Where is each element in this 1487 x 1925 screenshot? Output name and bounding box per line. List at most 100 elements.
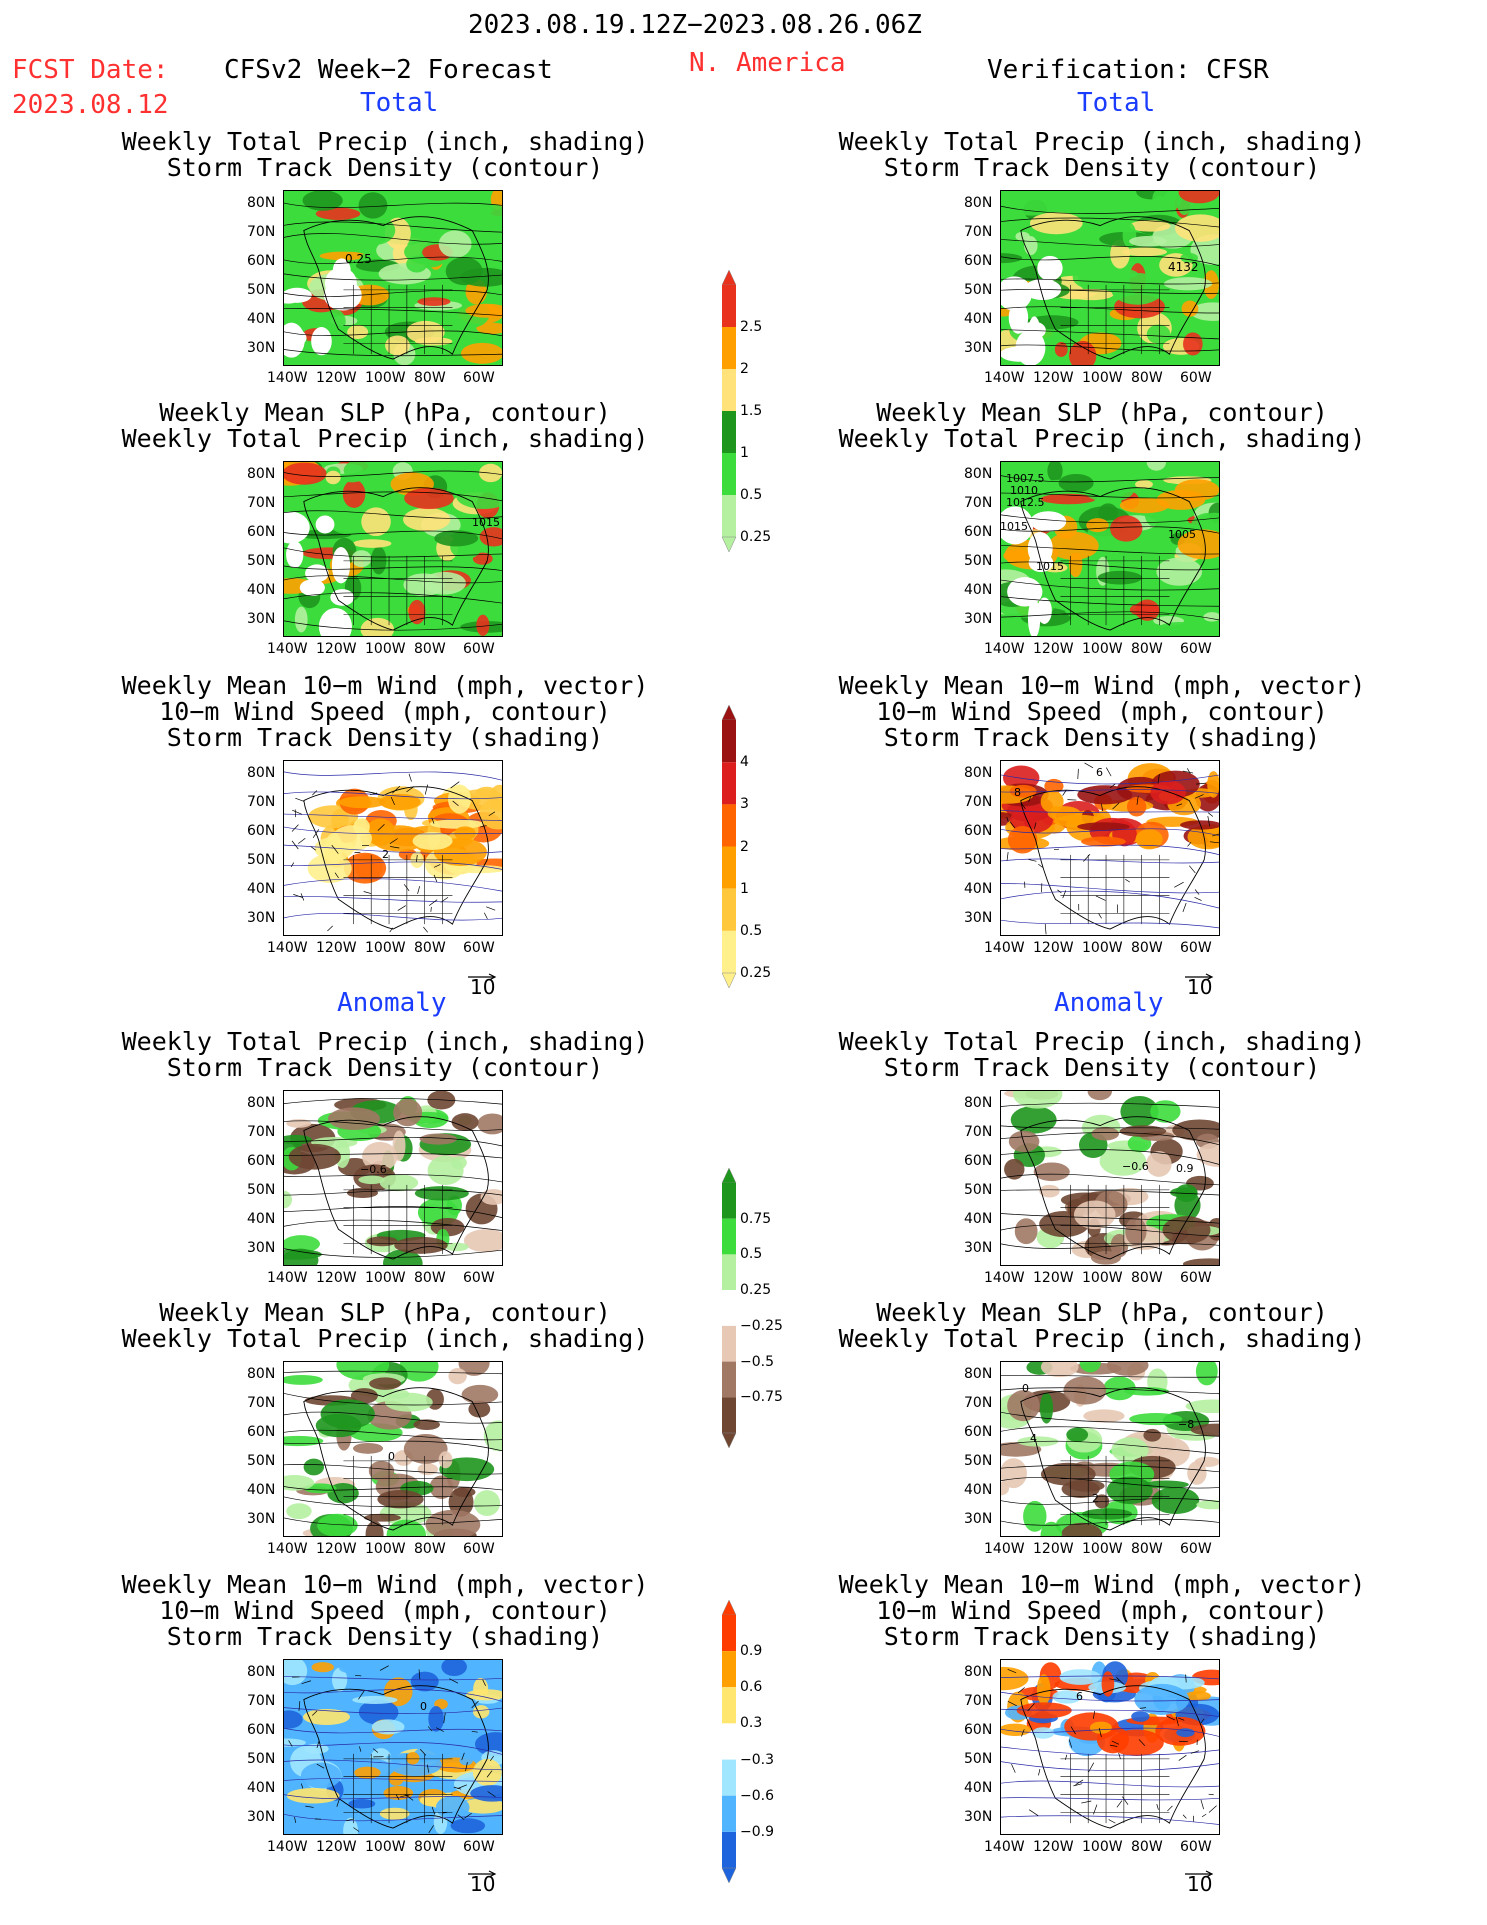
lon-tick-label: 80W bbox=[1131, 1839, 1163, 1855]
shading-cell bbox=[342, 479, 366, 508]
colorbar-label: 0.25 bbox=[740, 529, 772, 545]
contour-line bbox=[284, 913, 502, 921]
wind-vector bbox=[1212, 833, 1219, 837]
shading-cell bbox=[354, 1766, 381, 1779]
shading-cell bbox=[338, 796, 386, 809]
wind-vector bbox=[1070, 1726, 1076, 1735]
colorbar-segment bbox=[722, 453, 736, 495]
shading-cell bbox=[1048, 531, 1099, 560]
lon-tick-label: 140W bbox=[984, 1839, 1025, 1855]
contour-line bbox=[1001, 239, 1219, 248]
lon-tick-label: 80W bbox=[1131, 370, 1163, 386]
colorbar-storm-total bbox=[722, 705, 737, 988]
contour-line bbox=[1001, 545, 1219, 555]
shading-cell bbox=[1040, 493, 1096, 505]
shading-cell bbox=[379, 1807, 410, 1820]
shading-cell bbox=[460, 1798, 502, 1814]
wind-vector bbox=[1111, 1740, 1120, 1745]
contour-line bbox=[1001, 1173, 1219, 1186]
lon-tick-label: 60W bbox=[463, 370, 495, 386]
map-total-slp-verification bbox=[1000, 461, 1220, 637]
contour-line bbox=[1001, 1411, 1219, 1423]
shading-cell bbox=[1040, 1462, 1096, 1486]
wind-vector bbox=[461, 1752, 465, 1761]
shading-cell bbox=[286, 1788, 340, 1804]
map-field bbox=[284, 1362, 502, 1536]
contour-line bbox=[284, 895, 502, 903]
lon-tick-label: 60W bbox=[1180, 1541, 1212, 1557]
wind-vector bbox=[390, 846, 400, 849]
shading-cell bbox=[1106, 1362, 1149, 1376]
lon-tick-label: 120W bbox=[1033, 1839, 1074, 1855]
vector-ref-label: 10 bbox=[1187, 1872, 1213, 1896]
wind-vector bbox=[1118, 1752, 1121, 1760]
shading-cell bbox=[348, 1799, 376, 1809]
contour-line bbox=[1001, 789, 1219, 794]
lat-tick-label: 50N bbox=[247, 852, 276, 868]
lon-tick-label: 80W bbox=[414, 1839, 446, 1855]
wind-vector bbox=[1175, 1716, 1179, 1726]
shading-cell bbox=[331, 1667, 348, 1692]
shading-cell bbox=[419, 1133, 458, 1145]
wind-vector bbox=[1098, 913, 1102, 919]
wind-vector bbox=[377, 824, 385, 831]
lon-tick-label: 120W bbox=[316, 370, 357, 386]
shading-cell bbox=[1039, 1392, 1054, 1424]
contour-line bbox=[1001, 596, 1219, 607]
contour-line bbox=[284, 620, 502, 631]
shading-cell bbox=[358, 192, 388, 219]
colorbar-label: 2 bbox=[740, 361, 749, 377]
panel-title-line: Storm Track Density (shading) bbox=[166, 1622, 604, 1651]
wind-vector bbox=[490, 1755, 494, 1762]
lon-tick-label: 120W bbox=[316, 1541, 357, 1557]
lat-tick-label: 30N bbox=[247, 611, 276, 627]
date-range-title: 2023.08.19.12Z−2023.08.26.06Z bbox=[468, 10, 922, 40]
map-field bbox=[1001, 191, 1219, 365]
wind-vector bbox=[1083, 853, 1091, 862]
shading-cell bbox=[1087, 1091, 1112, 1101]
shading-cell bbox=[441, 1660, 467, 1677]
contour-label: 1007.5 bbox=[1006, 472, 1045, 485]
shading-cell bbox=[1119, 1125, 1167, 1137]
wind-vector bbox=[389, 927, 394, 933]
lon-tick-label: 120W bbox=[316, 641, 357, 657]
shading-cell bbox=[1009, 784, 1037, 798]
lat-tick-label: 70N bbox=[964, 1124, 993, 1140]
contour-line bbox=[284, 530, 502, 540]
wind-vector bbox=[457, 1814, 465, 1820]
shading-cell bbox=[1012, 1091, 1063, 1109]
section-total-left: Total bbox=[360, 88, 439, 118]
lat-tick-label: 50N bbox=[964, 282, 993, 298]
colorbar-segment bbox=[722, 327, 736, 369]
lat-tick-label: 30N bbox=[964, 1240, 993, 1256]
lon-tick-label: 60W bbox=[1180, 370, 1212, 386]
lat-tick-label: 60N bbox=[964, 823, 993, 839]
shading-cell bbox=[328, 507, 367, 535]
shading-cell bbox=[284, 511, 310, 544]
wind-vector bbox=[305, 1805, 314, 1808]
section-total-right: Total bbox=[1077, 88, 1156, 118]
shading-cell bbox=[304, 1743, 329, 1754]
shading-cell bbox=[1150, 780, 1187, 805]
shading-cell bbox=[414, 1186, 469, 1201]
lon-tick-label: 60W bbox=[1180, 1839, 1212, 1855]
contour-line bbox=[1001, 1691, 1219, 1702]
wind-vector bbox=[1098, 1727, 1102, 1738]
map-field bbox=[284, 191, 502, 365]
colorbar-precip-total bbox=[722, 270, 737, 552]
contour-line bbox=[1001, 1780, 1219, 1788]
wind-vector bbox=[353, 1827, 360, 1832]
lon-tick-label: 60W bbox=[463, 641, 495, 657]
shading-cell bbox=[339, 1662, 393, 1676]
shading-cell bbox=[1183, 592, 1201, 623]
shading-cell bbox=[465, 1689, 502, 1701]
wind-vector bbox=[1185, 1674, 1187, 1683]
shading-cell bbox=[371, 546, 387, 575]
shading-cell bbox=[1162, 1216, 1211, 1245]
wind-vector bbox=[355, 1674, 362, 1677]
lat-tick-label: 80N bbox=[964, 195, 993, 211]
shading-cell bbox=[377, 1490, 424, 1509]
wind-vector bbox=[294, 1817, 297, 1824]
shading-cell bbox=[350, 1388, 378, 1404]
contour-line bbox=[284, 1496, 502, 1508]
